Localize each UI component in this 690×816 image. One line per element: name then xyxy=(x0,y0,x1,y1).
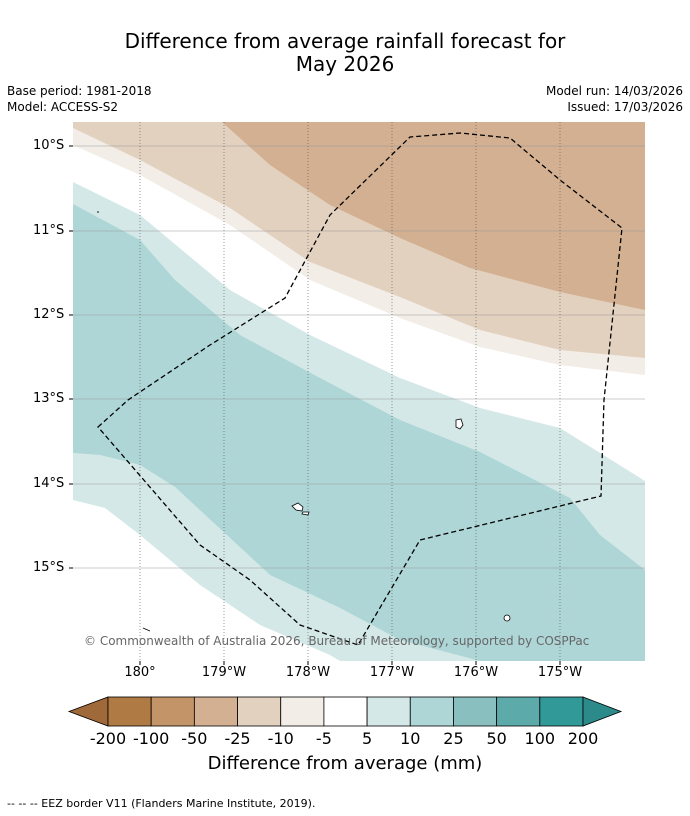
lon-label-176w: 176°W xyxy=(453,665,499,680)
lon-label-180: 180° xyxy=(124,665,156,680)
title-line-2: May 2026 xyxy=(295,52,395,76)
colorbar-tick-label: 200 xyxy=(567,729,599,748)
colorbar-tick-label: -25 xyxy=(224,729,251,748)
lon-label-179w: 179°W xyxy=(201,665,247,680)
lat-label-10s: 10°S xyxy=(33,138,65,153)
colorbar-extend-low xyxy=(67,696,109,727)
lon-label-178w: 178°W xyxy=(285,665,331,680)
colorbar-segment xyxy=(150,696,195,727)
lon-label-177w: 177°W xyxy=(369,665,415,680)
colorbar-tick-label: -200 xyxy=(89,729,127,748)
island-1 xyxy=(455,418,464,430)
colorbar-segment xyxy=(237,696,282,727)
colorbar-title: Difference from average (mm) xyxy=(207,753,483,774)
metadata-left: Base period: 1981-2018 Model: ACCESS-S2 xyxy=(7,83,152,115)
lat-label-11s: 11°S xyxy=(33,223,65,238)
lon-label-175w: 175°W xyxy=(537,665,583,680)
copyright-notice: © Commonwealth of Australia 2026, Bureau… xyxy=(84,634,590,648)
eez-footnote: -- -- -- EEZ border V11 (Flanders Marine… xyxy=(7,797,316,810)
longitude-ticks xyxy=(139,661,561,665)
colorbar-tick-label: -50 xyxy=(181,729,208,748)
colorbar-segment xyxy=(193,696,238,727)
colorbar xyxy=(67,696,623,727)
lat-label-13s: 13°S xyxy=(33,391,65,406)
island-4 xyxy=(503,614,511,622)
dry-band-inner xyxy=(222,122,645,310)
colorbar-segment xyxy=(366,696,411,727)
island-5 xyxy=(142,627,151,632)
colorbar-segment xyxy=(539,696,584,727)
issued-date: Issued: 17/03/2026 xyxy=(567,100,683,114)
colorbar-segment xyxy=(323,696,368,727)
eez-border xyxy=(97,132,623,646)
map-area xyxy=(73,122,645,661)
colorbar-tick-label: 50 xyxy=(486,729,507,748)
colorbar-tick-label: 25 xyxy=(443,729,464,748)
colorbar-tick-label: -100 xyxy=(133,729,170,748)
island-3 xyxy=(301,511,310,516)
latitude-ticks xyxy=(69,145,73,569)
map-title: Difference from average rainfall forecas… xyxy=(0,30,690,76)
colorbar-segment xyxy=(453,696,498,727)
colorbar-segment xyxy=(496,696,541,727)
lat-label-12s: 12°S xyxy=(33,307,65,322)
colorbar-tick-label: 100 xyxy=(524,729,556,748)
model-name: Model: ACCESS-S2 xyxy=(7,100,119,114)
wet-band-inner xyxy=(73,204,645,661)
colorbar-segment xyxy=(409,696,454,727)
lat-label-15s: 15°S xyxy=(33,560,65,575)
colorbar-tick-label: 10 xyxy=(400,729,421,748)
colorbar-segment xyxy=(280,696,325,727)
metadata-right: Model run: 14/03/2026 Issued: 17/03/2026 xyxy=(546,83,683,115)
island-6 xyxy=(97,211,99,213)
latitude-gridlines xyxy=(73,145,645,569)
lat-label-14s: 14°S xyxy=(33,476,65,491)
colorbar-segment xyxy=(107,696,152,727)
island-2 xyxy=(291,502,304,512)
title-line-1: Difference from average rainfall forecas… xyxy=(124,29,566,53)
colorbar-tick-label: -5 xyxy=(315,729,332,748)
colorbar-tick-label: -10 xyxy=(267,729,294,748)
colorbar-extend-high xyxy=(582,696,623,727)
model-run: Model run: 14/03/2026 xyxy=(545,84,683,98)
colorbar-tick-label: 5 xyxy=(361,729,373,748)
base-period: Base period: 1981-2018 xyxy=(7,84,152,98)
